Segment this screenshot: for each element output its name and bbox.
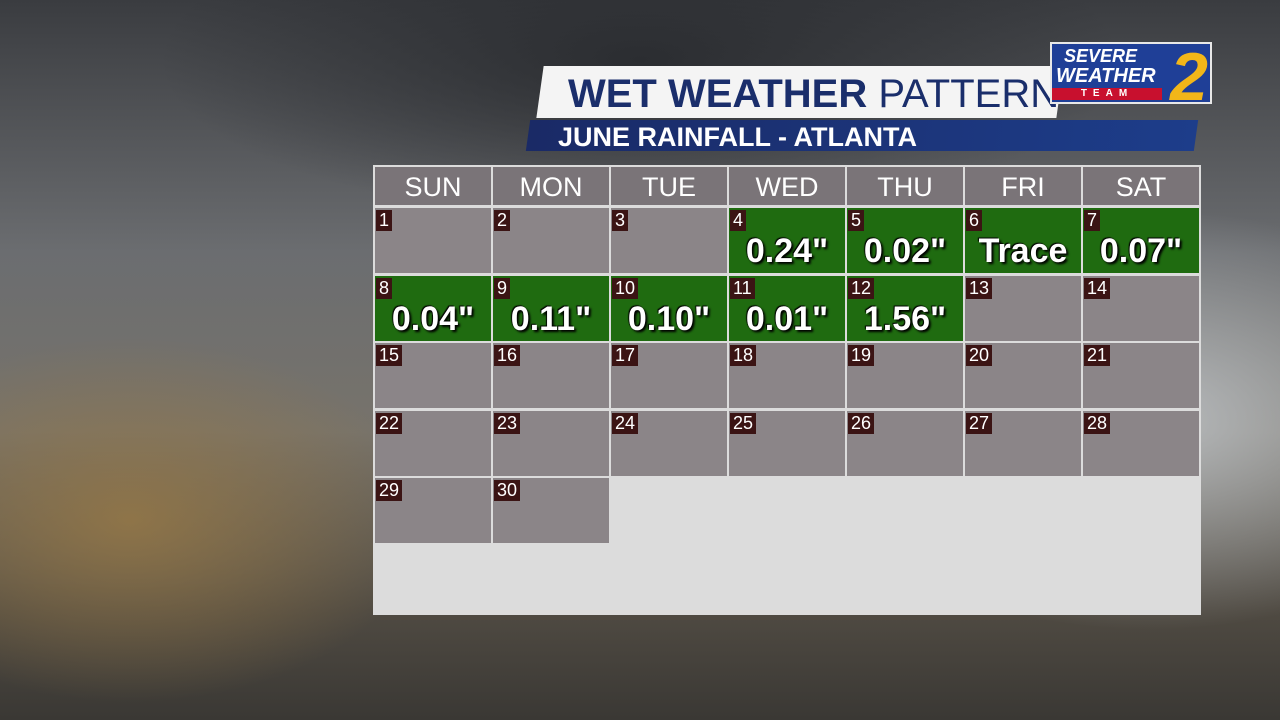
day-cell: 24 <box>611 410 727 476</box>
day-cell: 2 <box>493 208 609 273</box>
title-light: PATTERN <box>878 72 1060 116</box>
day-cell: 9 0.11" <box>493 275 609 341</box>
day-number: 29 <box>376 480 403 502</box>
day-cell: 21 <box>1083 343 1199 409</box>
day-number: 9 <box>494 277 511 299</box>
day-number: 8 <box>376 277 393 299</box>
logo-number: 2 <box>1170 39 1208 115</box>
day-number: 18 <box>730 345 757 367</box>
day-cell: 23 <box>493 410 609 476</box>
day-cell: 25 <box>729 410 845 476</box>
day-number: 28 <box>1084 412 1111 434</box>
day-cell: 4 0.24" <box>729 208 845 273</box>
day-number: 5 <box>848 210 865 231</box>
rainfall: 0.10" <box>627 299 711 338</box>
day-cell: 26 <box>847 410 963 476</box>
weekday-header: FRI <box>965 167 1081 205</box>
day-number: 20 <box>966 345 993 367</box>
day-cell: 6 Trace <box>965 208 1081 273</box>
logo-line3: TEAM <box>1052 88 1162 100</box>
rainfall: 0.24" <box>745 232 829 270</box>
day-cell: 29 <box>375 478 491 544</box>
day-cell: 8 0.04" <box>375 275 491 341</box>
day-cell: 12 1.56" <box>847 275 963 341</box>
day-cell: 22 <box>375 410 491 476</box>
day-cell: 17 <box>611 343 727 409</box>
rainfall: 0.07" <box>1099 232 1183 270</box>
rainfall: 0.02" <box>863 232 947 270</box>
day-cell: 27 <box>965 410 1081 476</box>
weekday-header: SAT <box>1083 167 1199 205</box>
weekday-header: THU <box>847 167 963 205</box>
day-number: 1 <box>376 210 393 231</box>
day-number: 6 <box>966 210 983 231</box>
day-cell: 5 0.02" <box>847 208 963 273</box>
day-number: 4 <box>730 210 747 231</box>
day-cell: 7 0.07" <box>1083 208 1199 273</box>
title: WET WEATHER PATTERN <box>568 72 1059 117</box>
day-cell: 28 <box>1083 410 1199 476</box>
day-number: 30 <box>494 480 521 502</box>
logo: SEVERE WEATHER TEAM 2 <box>1050 39 1212 115</box>
day-cell: 11 0.01" <box>729 275 845 341</box>
weekday-header: TUE <box>611 167 727 205</box>
weekday-header: SUN <box>375 167 491 205</box>
rainfall: Trace <box>978 232 1068 270</box>
day-number: 15 <box>376 345 403 367</box>
day-number: 24 <box>612 412 639 434</box>
day-number: 3 <box>612 210 629 231</box>
day-number: 2 <box>494 210 511 231</box>
day-cell: 19 <box>847 343 963 409</box>
day-number: 25 <box>730 412 757 434</box>
rainfall: 0.04" <box>391 299 475 338</box>
day-number: 21 <box>1084 345 1111 367</box>
subtitle: JUNE RAINFALL - ATLANTA <box>558 122 917 152</box>
day-number: 16 <box>494 345 521 367</box>
rainfall: 0.11" <box>510 299 592 338</box>
day-cell: 13 <box>965 275 1081 341</box>
day-number: 27 <box>966 412 993 434</box>
day-number: 12 <box>848 277 875 299</box>
day-number: 10 <box>612 277 639 299</box>
day-number: 11 <box>730 277 755 299</box>
day-cell: 14 <box>1083 275 1199 341</box>
day-number: 17 <box>612 345 639 367</box>
calendar: SUN MON TUE WED THU FRI SAT 1 2 3 4 0.24" 5 0.02" 6 Tra… <box>373 165 1201 615</box>
day-cell: 30 <box>493 478 609 544</box>
day-number: 22 <box>376 412 403 434</box>
title-bold: WET WEATHER <box>568 72 868 116</box>
day-cell: 18 <box>729 343 845 409</box>
day-number: 19 <box>848 345 875 367</box>
day-cell: 20 <box>965 343 1081 409</box>
day-cell: 16 <box>493 343 609 409</box>
rainfall: 0.01" <box>745 299 829 338</box>
weekday-header: MON <box>493 167 609 205</box>
logo-line1: SEVERE <box>1064 46 1138 66</box>
day-cell: 3 <box>611 208 727 273</box>
day-number: 7 <box>1084 210 1101 231</box>
day-number: 13 <box>966 277 993 299</box>
day-cell: 1 <box>375 208 491 273</box>
logo-line2: WEATHER <box>1056 65 1156 87</box>
day-cell: 10 0.10" <box>611 275 727 341</box>
rainfall: 1.56" <box>863 299 947 338</box>
day-number: 26 <box>848 412 875 434</box>
day-number: 23 <box>494 412 521 434</box>
day-cell: 15 <box>375 343 491 409</box>
day-number: 14 <box>1084 277 1111 299</box>
weekday-header: WED <box>729 167 845 205</box>
